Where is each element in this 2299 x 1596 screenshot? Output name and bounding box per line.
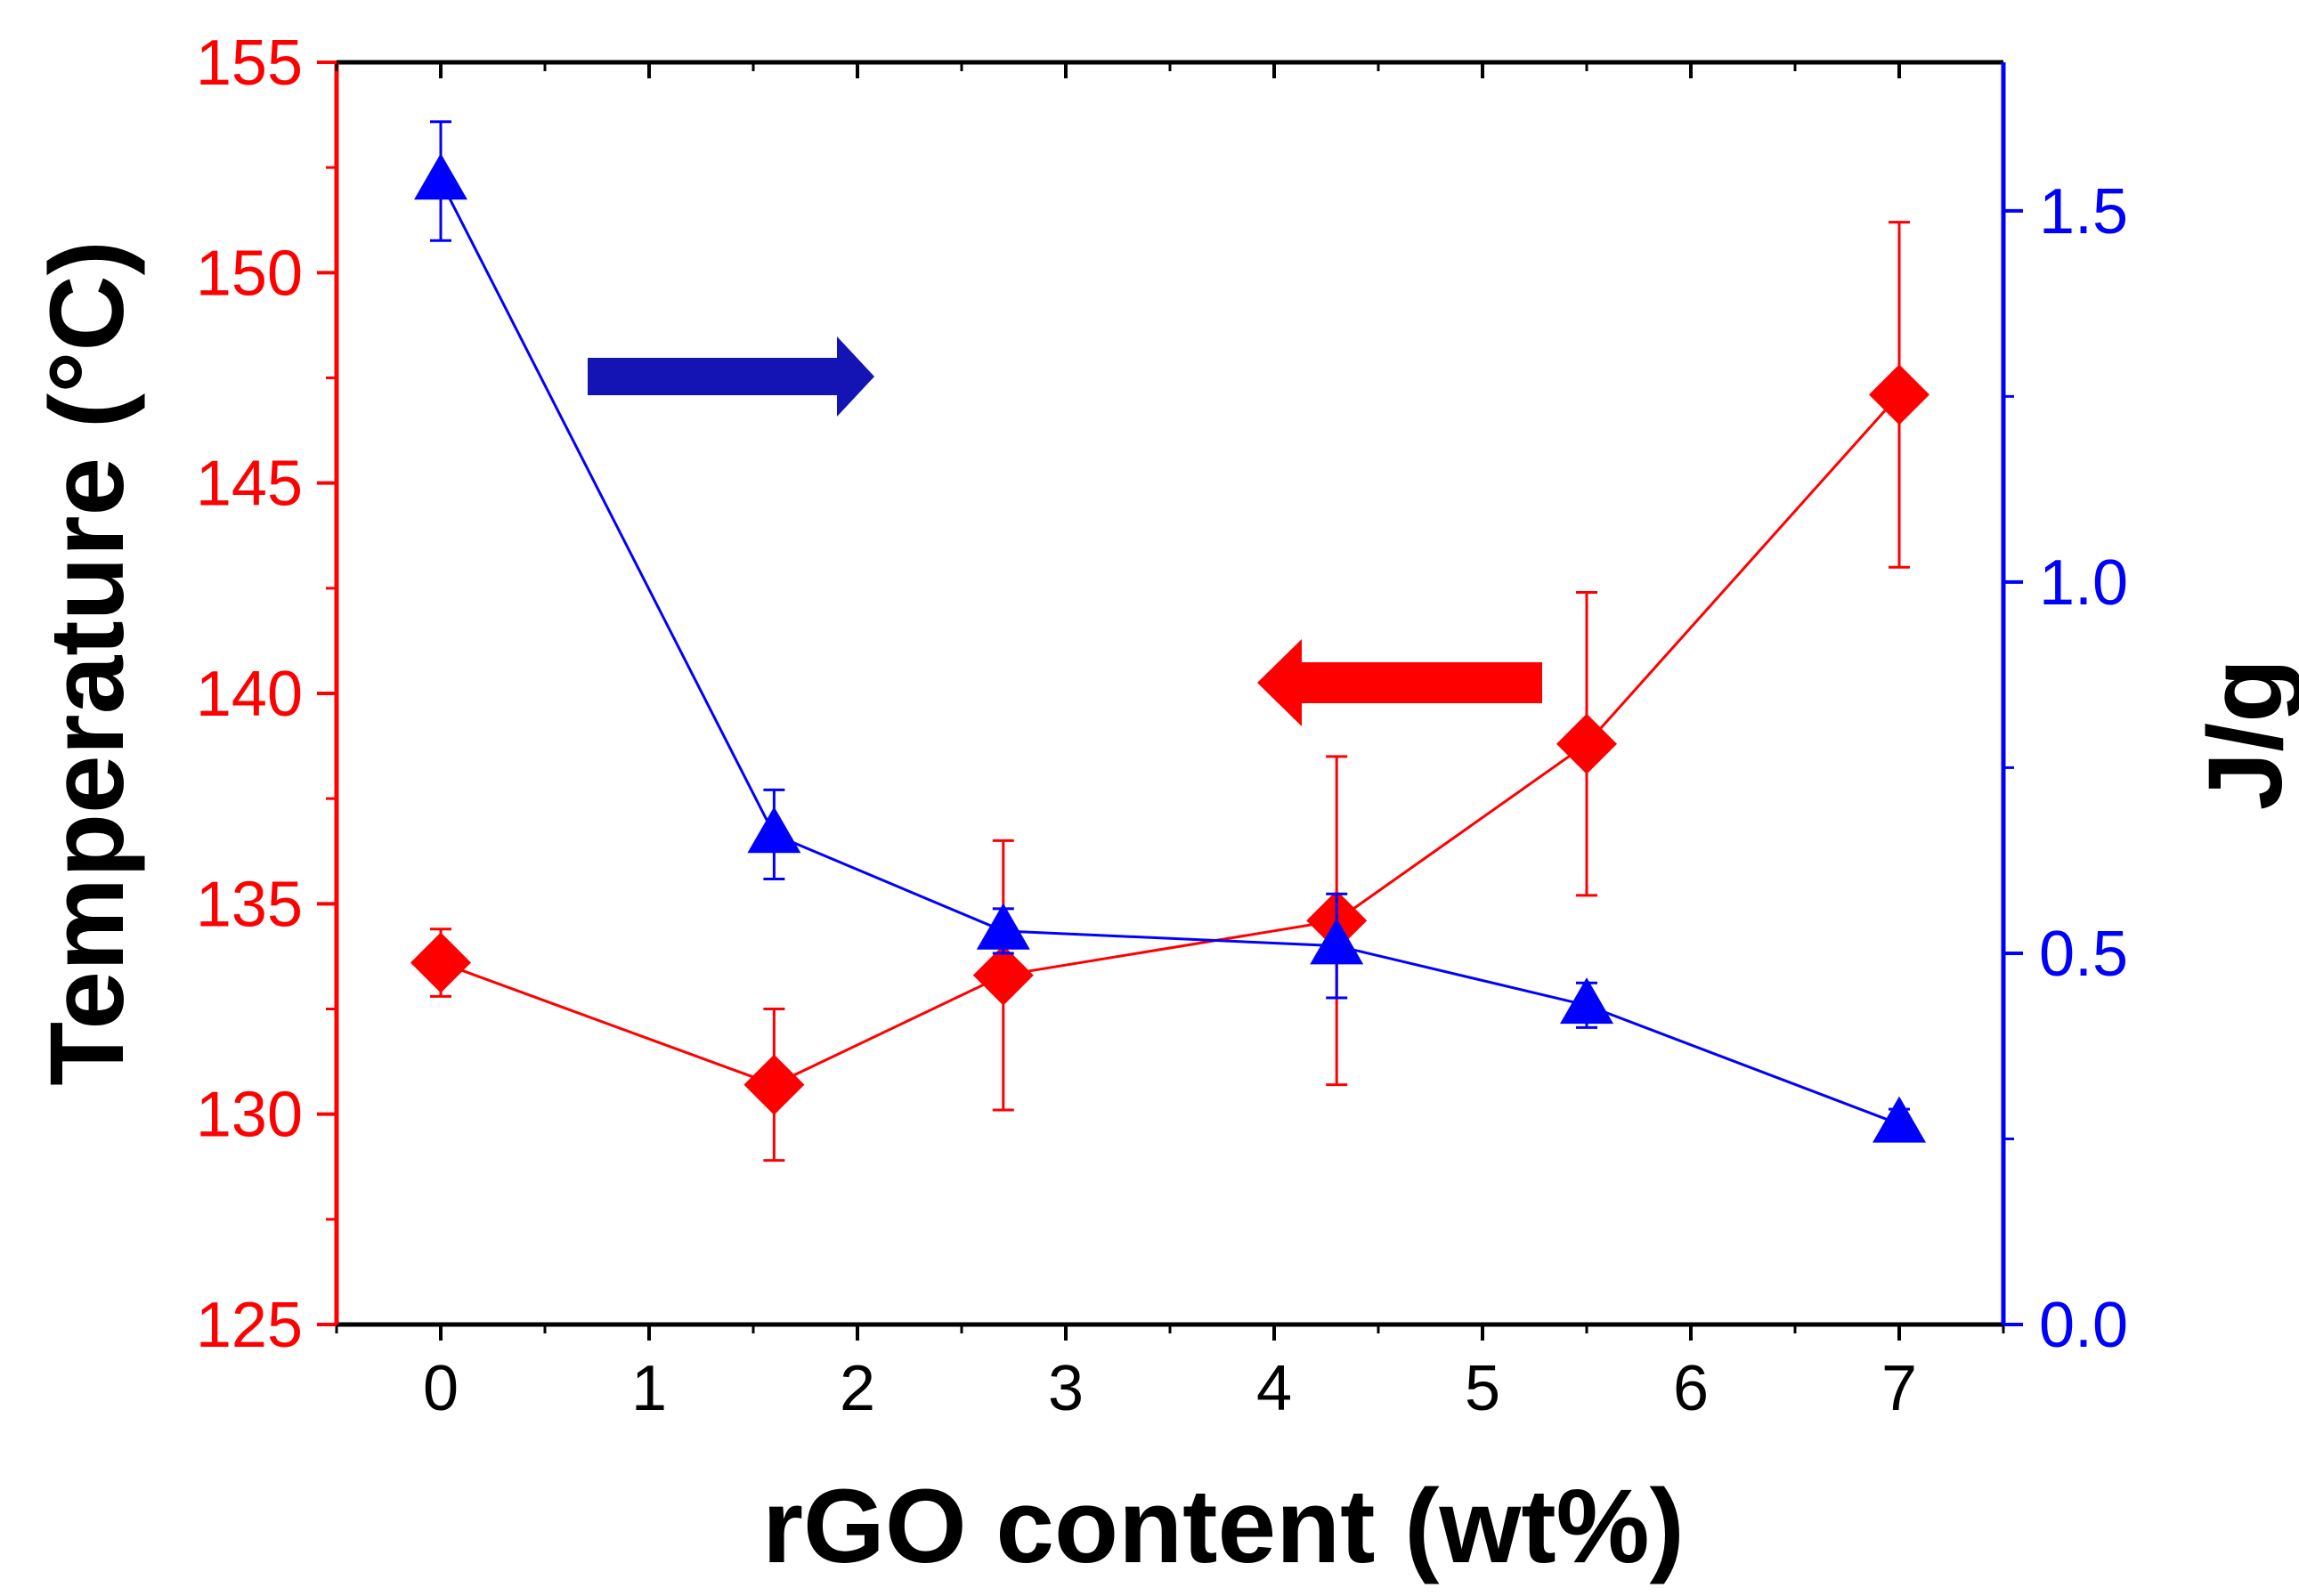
data-point-diamond xyxy=(972,944,1034,1006)
y-right-tick-label: 0.5 xyxy=(2039,919,2128,990)
y-right-tick-label: 1.0 xyxy=(2039,547,2128,619)
data-point-diamond xyxy=(743,1054,805,1115)
x-axis-title: rGO content (wt%) xyxy=(762,1468,1685,1585)
y-right-tick-label: 0.0 xyxy=(2039,1290,2128,1361)
x-tick-label: 5 xyxy=(1465,1353,1500,1424)
data-point-triangle xyxy=(976,903,1030,950)
enthalpy-line xyxy=(439,180,1900,1126)
data-point-diamond xyxy=(1869,364,1929,425)
data-point-triangle xyxy=(1873,1096,1926,1143)
data-point-triangle xyxy=(1310,918,1364,965)
axes: 0 1 2 3 4 5 6 7 125 130 135 140 145 150 155 0.0 0.5 1.0 1.… xyxy=(196,28,2128,1424)
y-left-axis-title: Temperature (°C) xyxy=(28,240,146,1086)
y-left-tick-label: 155 xyxy=(196,28,303,99)
x-tick-label: 6 xyxy=(1673,1353,1709,1424)
y-left-tick-label: 150 xyxy=(196,238,303,309)
axis-indicator-arrows xyxy=(588,336,1542,726)
x-tick-label: 2 xyxy=(840,1353,875,1424)
temperature-line xyxy=(440,393,1901,1087)
x-tick-label: 7 xyxy=(1881,1353,1917,1424)
x-tick-label: 1 xyxy=(631,1353,667,1424)
data-point-triangle xyxy=(1560,977,1613,1025)
data-point-diamond xyxy=(410,932,471,993)
y-right-axis-title: J/g xyxy=(2187,659,2299,811)
x-tick-label: 3 xyxy=(1048,1353,1084,1424)
y-left-tick-label: 140 xyxy=(196,659,303,730)
data-point-triangle xyxy=(414,153,467,200)
arrow-right-to-jg-axis xyxy=(588,336,874,417)
y-left-tick-label: 145 xyxy=(196,449,303,520)
temperature-series xyxy=(410,221,1929,1163)
x-tick-label: 0 xyxy=(423,1353,459,1424)
y-left-tick-label: 135 xyxy=(196,869,303,940)
y-left-tick-label: 130 xyxy=(196,1080,303,1151)
x-tick-label: 4 xyxy=(1256,1353,1292,1424)
data-point-triangle xyxy=(747,806,801,854)
y-right-tick-label: 1.5 xyxy=(2039,176,2128,247)
y-left-tick-label: 125 xyxy=(196,1290,303,1361)
data-point-diamond xyxy=(1556,713,1617,774)
arrow-left-to-temperature-axis xyxy=(1257,639,1542,726)
enthalpy-series xyxy=(414,120,1926,1143)
